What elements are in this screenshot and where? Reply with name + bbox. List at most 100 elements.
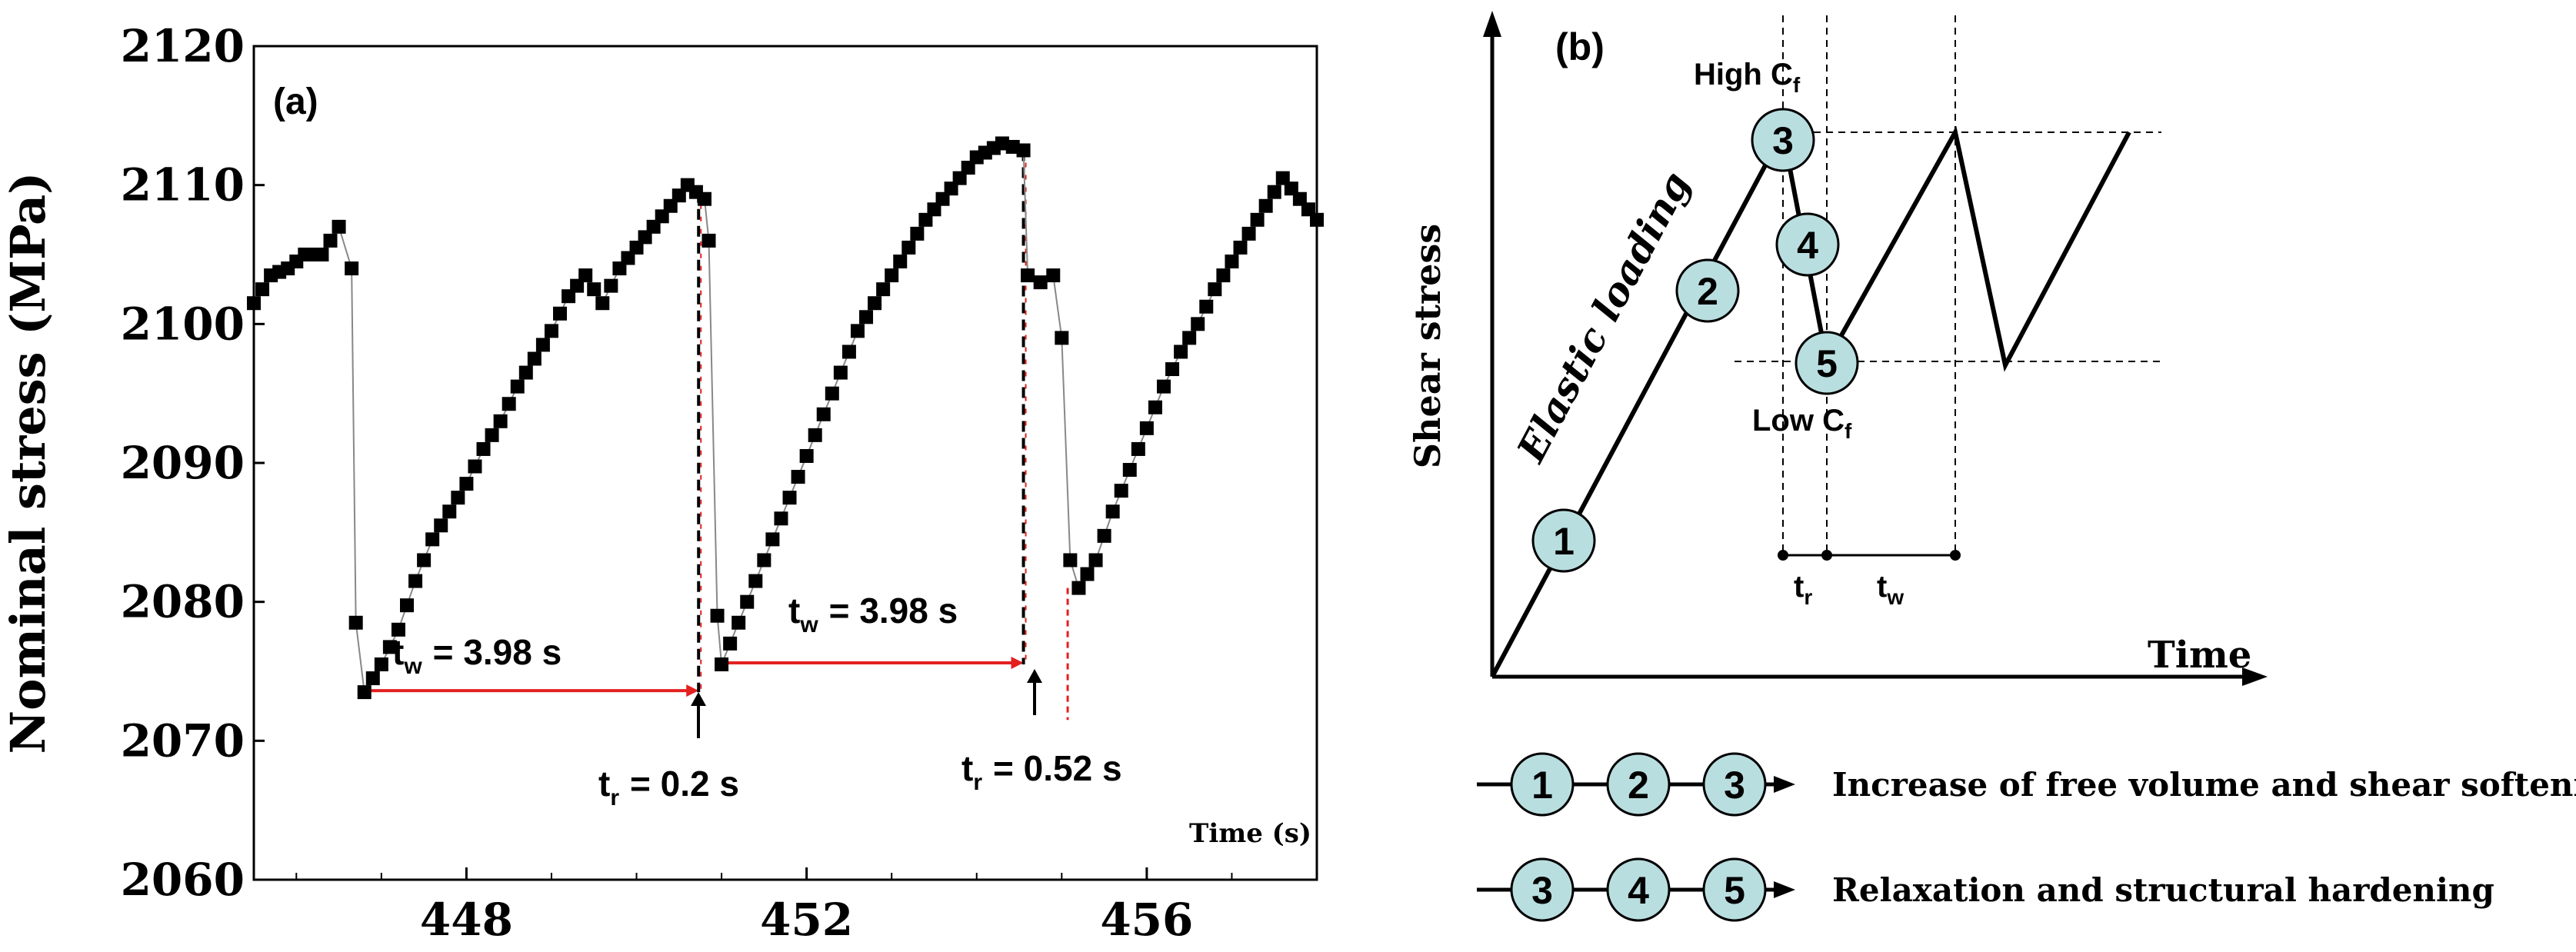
data-point (365, 671, 380, 686)
data-point (1182, 331, 1197, 345)
y-tick-label: 2110 (121, 159, 245, 211)
data-point (1033, 275, 1048, 290)
y-tick-label: 2090 (121, 437, 245, 489)
data-point (723, 636, 738, 651)
legend-stage: 3 (1531, 869, 1553, 912)
x-ticks-a: 448 452 456 (295, 867, 1318, 946)
data-point (671, 188, 686, 203)
data-point (535, 338, 550, 352)
data-point (808, 428, 822, 442)
data-point (417, 553, 432, 568)
tr-arrow-2 (1027, 669, 1042, 715)
data-point (510, 379, 525, 394)
y-axis-b (1483, 11, 1501, 677)
data-point (425, 532, 440, 547)
data-point (400, 598, 415, 613)
data-point (1174, 345, 1188, 359)
data-point (893, 255, 908, 269)
x-tick-label: 456 (1100, 894, 1193, 946)
data-point (799, 448, 814, 463)
data-point (1139, 421, 1154, 435)
data-point (527, 351, 542, 366)
panel-label-b: (b) (1555, 25, 1605, 68)
y-tick-label: 2080 (121, 576, 245, 628)
data-point (247, 296, 261, 311)
data-point (791, 470, 805, 484)
data-point (570, 278, 585, 293)
data-point (1080, 567, 1095, 581)
data-point (1275, 171, 1290, 185)
tw-interval-arrowhead (1011, 656, 1024, 669)
data-point (348, 615, 363, 630)
legend-text-2: Relaxation and structural hardening (1832, 871, 2494, 909)
data-point (595, 296, 610, 311)
data-point (952, 171, 967, 185)
y-tick-label: 2070 (121, 714, 245, 767)
x-tick-label: 448 (420, 894, 513, 946)
svg-text:5: 5 (1816, 342, 1838, 385)
data-point (604, 278, 618, 293)
data-point (1055, 331, 1069, 345)
y-axis-label-a: Nominal stress (MPa) (0, 171, 56, 754)
data-point (663, 198, 678, 213)
data-point (901, 240, 916, 255)
tw-label-1: tw = 3.98 s (392, 632, 562, 679)
data-point (944, 181, 958, 196)
svg-text:3: 3 (1772, 119, 1794, 162)
legend-stage: 1 (1531, 764, 1553, 807)
data-point (493, 414, 508, 428)
data-point (587, 282, 602, 297)
legend-circle (1702, 857, 1767, 922)
data-point (850, 324, 865, 338)
legend-circle (1510, 857, 1575, 922)
stress-curve-b (1490, 125, 2131, 678)
legend-text-1: Increase of free volume and shear soften… (1832, 766, 2576, 804)
legend-circle (1702, 752, 1767, 817)
high-cf-label: High Cf (1694, 58, 1801, 97)
svg-text:2: 2 (1697, 270, 1718, 313)
data-point (731, 615, 746, 630)
data-point (357, 685, 372, 700)
data-point (1071, 581, 1086, 595)
legend-stage: 5 (1724, 869, 1745, 912)
panel-label-a: (a) (273, 82, 318, 122)
x-axis-label-b: Time (2148, 634, 2251, 677)
data-point (562, 289, 576, 304)
data-point (1005, 139, 1020, 154)
stage-circle-1: 1 (1531, 508, 1596, 573)
legend-row-2: 3 4 5 Relaxation and structural hardenin… (1477, 857, 2494, 922)
data-point (345, 261, 359, 276)
data-point (518, 365, 533, 380)
data-point (434, 518, 448, 533)
data-point (1310, 212, 1324, 227)
tw-interval-arrowhead (686, 684, 699, 697)
data-point (391, 622, 405, 637)
data-point (621, 251, 635, 265)
data-point (868, 296, 882, 311)
data-point (1063, 553, 1078, 568)
stage-circle-5: 5 (1795, 331, 1859, 395)
data-point (485, 428, 499, 442)
data-point (816, 407, 831, 421)
data-point (1122, 463, 1137, 478)
data-point (553, 306, 568, 321)
data-point (408, 574, 423, 588)
data-point (1216, 268, 1231, 283)
data-point (315, 248, 329, 261)
data-point (323, 233, 338, 248)
stage-circle-2: 2 (1675, 258, 1740, 323)
time-interval-bar-b (1778, 550, 1961, 561)
tr-arrow-1 (691, 692, 706, 738)
x-tick-label: 452 (760, 894, 853, 946)
data-point (1046, 268, 1061, 283)
data-point (1301, 202, 1315, 217)
data-point (782, 491, 797, 505)
series-a (247, 136, 1324, 700)
x-axis-label-a: Time (s) (1189, 818, 1311, 849)
y-tick-label: 2100 (121, 298, 245, 350)
data-point (1148, 400, 1162, 414)
data-point (1191, 317, 1205, 331)
data-point (1105, 504, 1120, 519)
data-point (451, 491, 465, 505)
